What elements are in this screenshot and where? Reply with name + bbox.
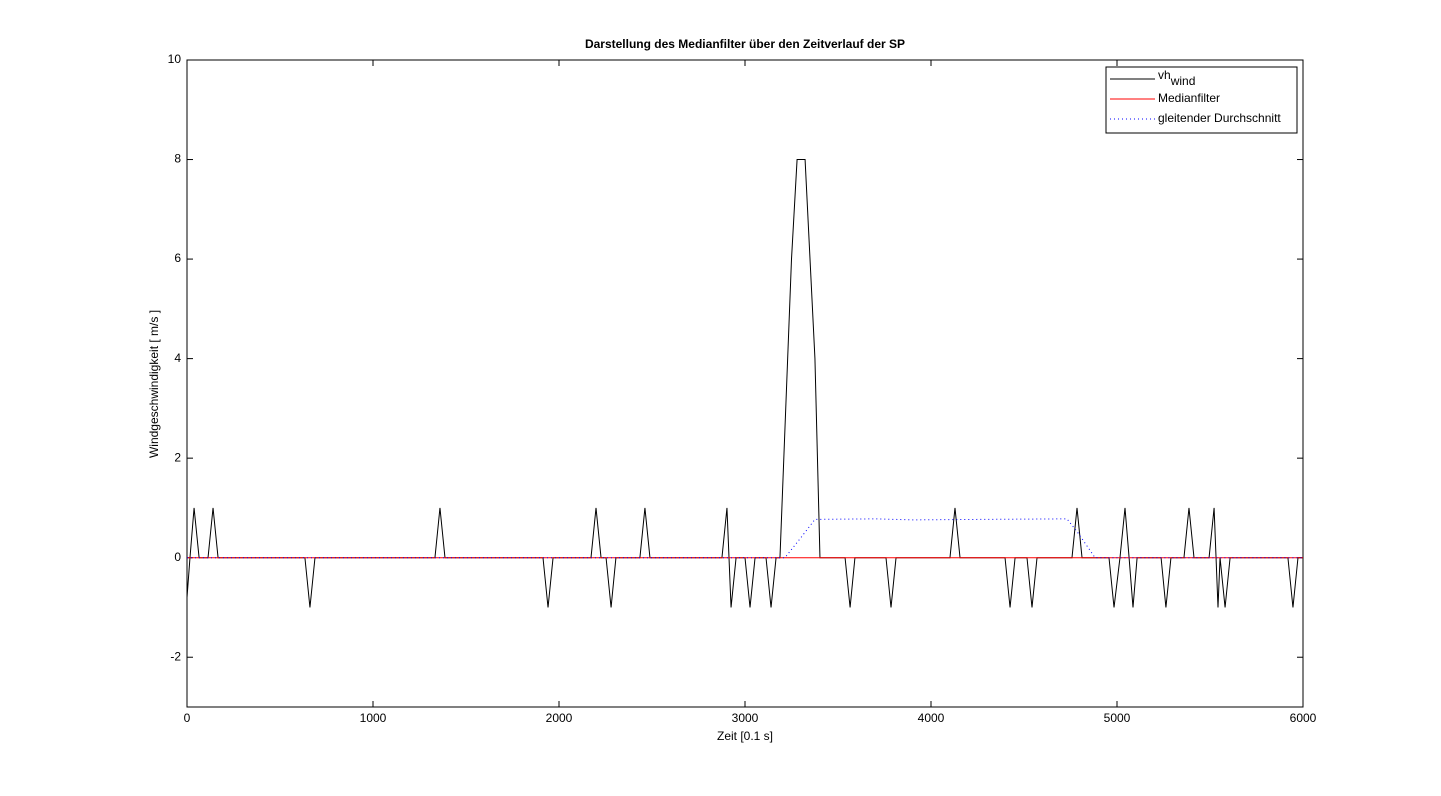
chart-title: Darstellung des Medianfilter über den Ze…: [585, 37, 905, 51]
legend: vhwind Medianfilter gleitender Durchschnit…: [1105, 66, 1298, 134]
x-tick-label: 0: [184, 711, 191, 725]
legend-text: gleitender Durchschnitt: [1158, 111, 1281, 125]
legend-label: gleitender Durchschnitt: [1158, 111, 1281, 125]
legend-box: [1105, 66, 1298, 134]
legend-text: Medianfilter: [1158, 91, 1220, 105]
legend-label: vhwind: [1158, 68, 1195, 88]
y-axis-label: Windgeschwindigkeit [ m/s ]: [147, 310, 161, 458]
x-tick-label: 3000: [732, 711, 759, 725]
x-tick-label: 4000: [918, 711, 945, 725]
y-tick-label: 10: [168, 52, 182, 66]
x-tick-label: 1000: [360, 711, 387, 725]
y-tick-label: 4: [174, 351, 181, 365]
legend-label: Medianfilter: [1158, 91, 1220, 105]
y-tick-label: 8: [174, 152, 181, 166]
plot-area: [186, 59, 1304, 708]
y-tick-label: -2: [170, 649, 181, 663]
x-axis-label: Zeit [0.1 s]: [717, 729, 773, 743]
x-tick-label: 6000: [1290, 711, 1317, 725]
y-tick-label: 0: [174, 550, 181, 564]
y-tick-label: 2: [174, 450, 181, 464]
y-tick-label: 6: [174, 251, 181, 265]
series-line: [187, 518, 1303, 559]
x-tick-label: 5000: [1104, 711, 1131, 725]
x-tick-label: 2000: [546, 711, 573, 725]
legend-text: vh: [1158, 68, 1171, 82]
legend-subscript: wind: [1170, 74, 1196, 88]
